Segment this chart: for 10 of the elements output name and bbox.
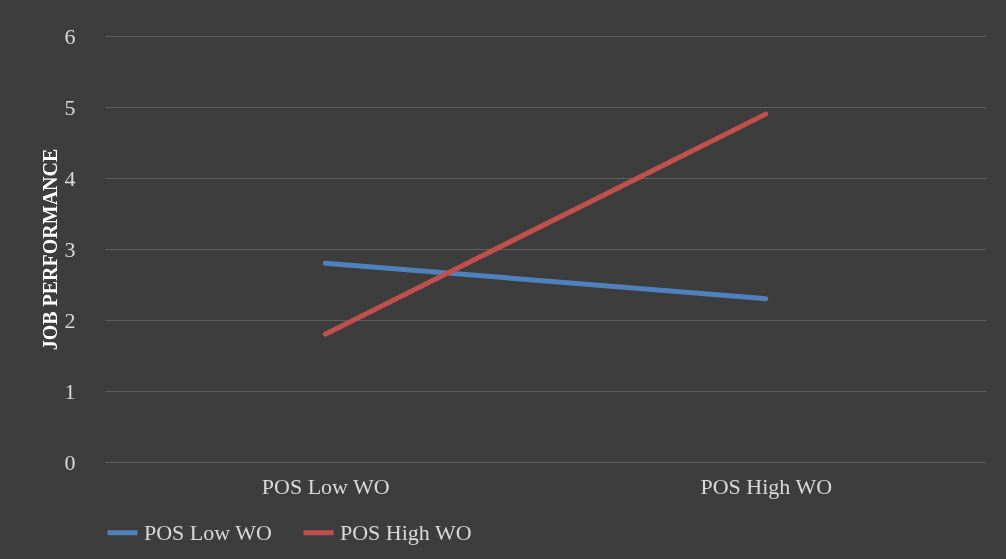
y-tick-label: 6	[64, 23, 76, 49]
legend-label: POS Low WO	[144, 519, 272, 545]
y-tick-label: 4	[64, 165, 76, 191]
y-tick-label: 5	[64, 94, 76, 120]
y-tick-label: 1	[64, 378, 76, 404]
y-tick-label: 2	[64, 307, 76, 333]
legend-label: POS High WO	[340, 519, 472, 545]
y-tick-label: 3	[64, 236, 76, 262]
y-axis-title: JOB PERFORMANCE	[38, 148, 61, 351]
y-tick-label: 0	[64, 449, 76, 475]
